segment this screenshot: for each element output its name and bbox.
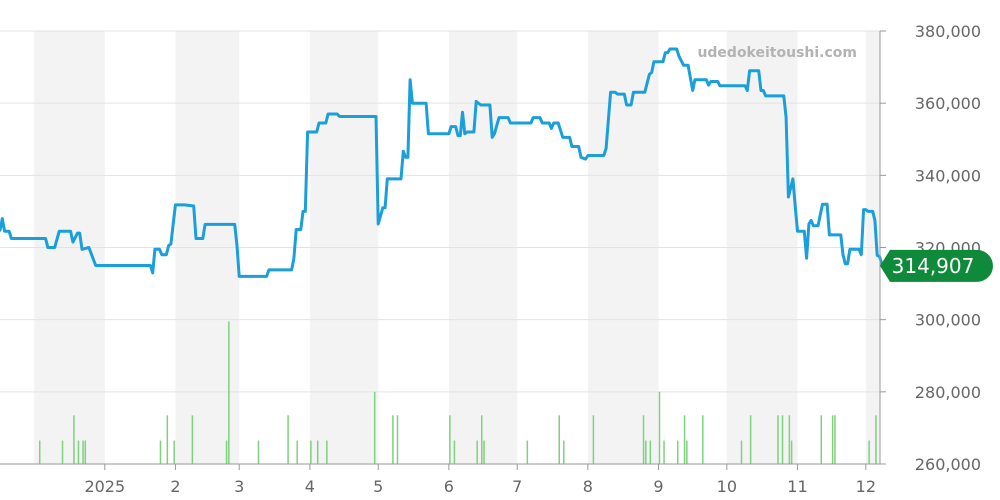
x-tick-label-2025: 2025 <box>84 477 125 496</box>
x-tick-label-4: 4 <box>305 477 315 496</box>
y-tick-label-360000: 360,000 <box>915 94 981 113</box>
x-tick-label-9: 9 <box>653 477 663 496</box>
current-price-label: 314,907 <box>892 254 975 278</box>
current-price-badge: 314,907 <box>880 249 993 282</box>
x-tick-label-7: 7 <box>512 477 522 496</box>
watermark: udedokeitoushi.com <box>697 45 857 61</box>
y-tick-label-300000: 300,000 <box>915 311 981 330</box>
x-tick-label-5: 5 <box>373 477 383 496</box>
price-series <box>0 47 886 278</box>
price-line <box>0 47 886 278</box>
axes: 260,000280,000300,000320,000340,000360,0… <box>0 22 981 496</box>
x-tick-label-3: 3 <box>234 477 244 496</box>
current-price-badge-shape <box>880 249 993 282</box>
y-tick-label-380000: 380,000 <box>915 22 981 41</box>
volume-bars <box>38 321 877 464</box>
x-tick-label-11: 11 <box>787 477 807 496</box>
x-tick-label-12: 12 <box>856 477 876 496</box>
x-tick-label-10: 10 <box>717 477 737 496</box>
x-tick-label-8: 8 <box>583 477 593 496</box>
x-tick-label-6: 6 <box>444 477 454 496</box>
y-tick-label-340000: 340,000 <box>915 166 981 185</box>
x-tick-label-2: 2 <box>170 477 180 496</box>
y-tick-label-280000: 280,000 <box>915 383 981 402</box>
y-tick-label-260000: 260,000 <box>915 455 981 474</box>
